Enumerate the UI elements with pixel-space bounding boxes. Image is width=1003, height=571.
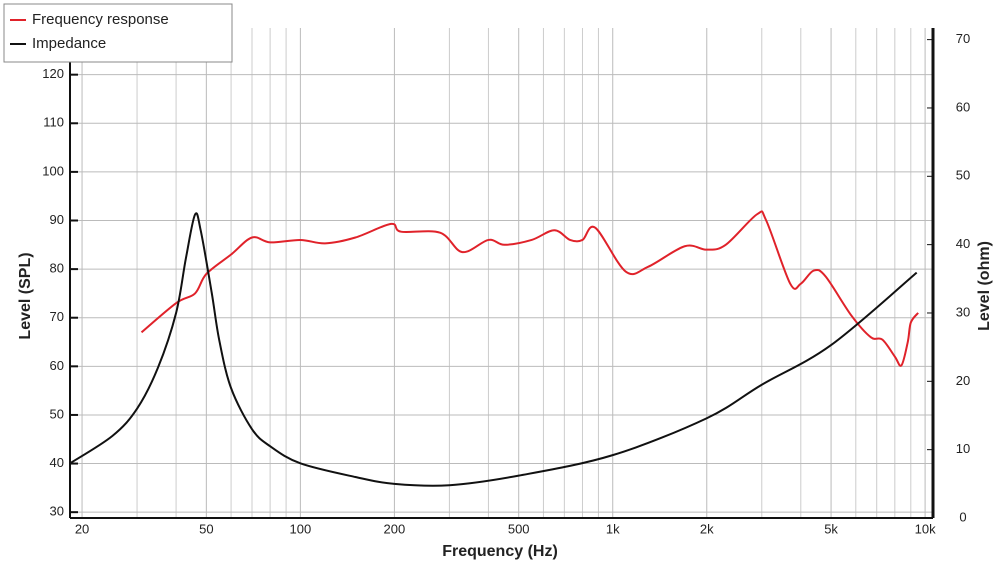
x-tick-label: 5k bbox=[824, 521, 838, 536]
y2-tick-label: 10 bbox=[956, 441, 970, 456]
x-tick-label: 10k bbox=[915, 521, 936, 536]
y-tick-label: 80 bbox=[50, 261, 64, 276]
x-tick-label: 100 bbox=[290, 521, 312, 536]
x-tick-label: 2k bbox=[700, 521, 714, 536]
y2-axis-title: Level (ohm) bbox=[976, 241, 993, 331]
y-tick-label: 50 bbox=[50, 406, 64, 421]
x-tick-label: 50 bbox=[199, 521, 213, 536]
legend-label: Frequency response bbox=[32, 11, 169, 28]
y2-tick-label: 30 bbox=[956, 304, 970, 319]
y-tick-label: 30 bbox=[50, 504, 64, 519]
y2-tick-label: 50 bbox=[956, 168, 970, 183]
y-axis-title: Level (SPL) bbox=[17, 252, 34, 339]
y-tick-label: 100 bbox=[42, 163, 64, 178]
legend-label: Impedance bbox=[32, 35, 106, 52]
y2-tick-label: 70 bbox=[956, 31, 970, 46]
y-tick-label: 90 bbox=[50, 212, 64, 227]
x-axis-title: Frequency (Hz) bbox=[442, 543, 558, 560]
x-tick-label: 200 bbox=[384, 521, 406, 536]
y2-tick-label: 60 bbox=[956, 99, 970, 114]
y2-tick-label: 40 bbox=[956, 236, 970, 251]
series-line bbox=[69, 212, 918, 487]
y-tick-label: 60 bbox=[50, 358, 64, 373]
series-line bbox=[140, 210, 919, 367]
x-tick-label: 1k bbox=[606, 521, 620, 536]
y-tick-label: 70 bbox=[50, 309, 64, 324]
y-tick-label: 120 bbox=[42, 66, 64, 81]
y-tick-label: 40 bbox=[50, 455, 64, 470]
legend-box bbox=[3, 3, 233, 63]
x-tick-label: 20 bbox=[75, 521, 89, 536]
y-tick-label: 110 bbox=[43, 115, 64, 130]
x-tick-label: 500 bbox=[508, 521, 530, 536]
y2-tick-label: 0 bbox=[959, 509, 966, 524]
y2-tick-label: 20 bbox=[956, 373, 970, 388]
